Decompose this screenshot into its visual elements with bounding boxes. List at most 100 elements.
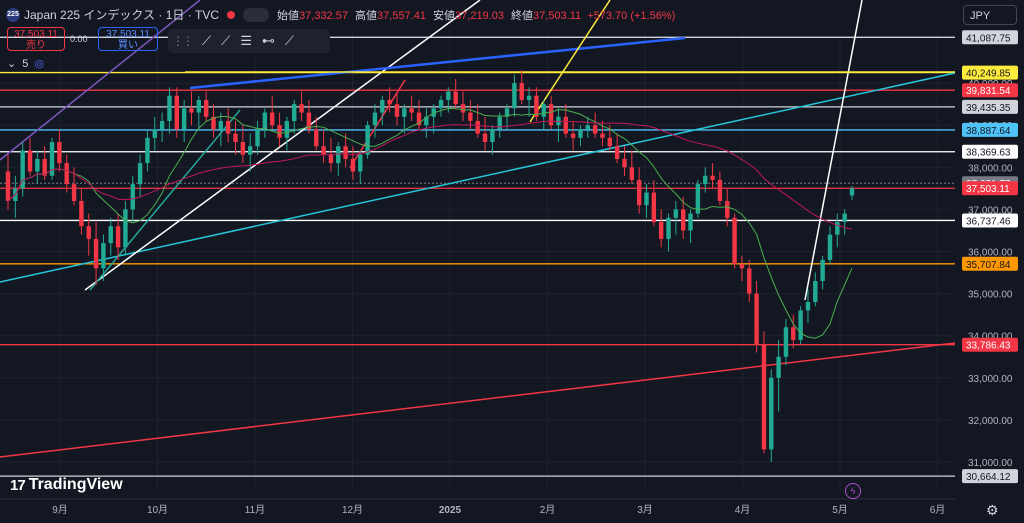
candle-body bbox=[123, 209, 128, 248]
x-tick-label: 9月 bbox=[52, 504, 68, 516]
interval-control[interactable]: ⌄ 5 ◎ bbox=[7, 57, 44, 71]
candle-body bbox=[600, 133, 605, 138]
x-tick-label: 2025 bbox=[439, 505, 462, 516]
tradingview-logo[interactable]: 17 TradingView bbox=[10, 476, 123, 494]
price-level-label: 39,435.35 bbox=[966, 103, 1011, 114]
indicator-toggle-button[interactable] bbox=[243, 7, 270, 22]
candle-body bbox=[497, 116, 502, 130]
y-tick-label: 37,000.00 bbox=[968, 205, 1013, 216]
candle-body bbox=[167, 95, 172, 121]
candle-body bbox=[636, 179, 642, 206]
x-tick-label: 12月 bbox=[342, 504, 363, 516]
open-value: 37,332.57 bbox=[299, 9, 348, 22]
candle-body bbox=[93, 238, 99, 269]
interval-value: 5 bbox=[22, 57, 29, 70]
candle-body bbox=[108, 226, 113, 244]
candle-body bbox=[328, 154, 334, 164]
price-level-tag bbox=[962, 469, 1018, 484]
market-status-icon bbox=[227, 10, 236, 19]
tradingview-mark-icon: 17 bbox=[10, 476, 26, 494]
trend-line bbox=[84, 0, 481, 291]
y-tick-label: 35,000.00 bbox=[968, 290, 1013, 301]
candle-body bbox=[372, 112, 378, 126]
price-level-tag bbox=[962, 144, 1018, 159]
candle-body bbox=[152, 129, 157, 138]
candle-body bbox=[776, 356, 781, 378]
candle-body bbox=[189, 108, 194, 113]
candle-body bbox=[622, 158, 627, 168]
price-level-tag bbox=[962, 181, 1018, 196]
sell-button[interactable]: 37,503.11 売り bbox=[7, 27, 65, 51]
candle-body bbox=[416, 112, 422, 126]
price-level-tag bbox=[962, 30, 1018, 45]
x-tick-label: 4月 bbox=[735, 504, 751, 516]
trend-line-icon[interactable]: ⟋ bbox=[202, 33, 212, 48]
trend-line bbox=[0, 342, 956, 458]
price-level-tag bbox=[962, 256, 1018, 271]
parallel-channel-icon[interactable]: ☰ bbox=[240, 33, 252, 48]
candle-body bbox=[394, 104, 400, 117]
candle-body bbox=[453, 91, 458, 105]
candle-body bbox=[438, 99, 444, 109]
y-tick-label: 34,000.00 bbox=[968, 332, 1013, 343]
candle-body bbox=[255, 129, 260, 147]
candle-body bbox=[57, 142, 62, 164]
candle-body bbox=[468, 112, 473, 121]
grip-icon[interactable]: ⋮⋮ bbox=[172, 34, 194, 48]
buy-price: 37,503.11 bbox=[106, 29, 150, 40]
price-level-tag bbox=[962, 99, 1018, 114]
candle-body bbox=[673, 209, 679, 218]
extended-line-icon[interactable]: ⟋ bbox=[284, 33, 294, 48]
candle-body bbox=[424, 116, 429, 126]
lightning-icon[interactable]: ϟ bbox=[845, 483, 861, 499]
trend-line bbox=[0, 72, 956, 283]
candle-body bbox=[578, 129, 583, 138]
candle-body bbox=[592, 125, 598, 134]
candle-body bbox=[813, 280, 818, 303]
y-tick-label: 32,000.00 bbox=[968, 416, 1013, 427]
candle-body bbox=[769, 377, 774, 450]
price-level-tag bbox=[962, 65, 1018, 80]
price-level-label: 37,503.11 bbox=[966, 184, 1010, 195]
gear-icon[interactable]: ⚙ bbox=[986, 502, 999, 518]
trend-line bbox=[89, 109, 241, 291]
candle-body bbox=[761, 344, 767, 450]
symbol-title[interactable]: Japan 225 インデックス · 1日 · TVC bbox=[24, 8, 220, 22]
candle-body bbox=[380, 99, 385, 113]
close-value: 37,503.11 bbox=[533, 9, 582, 22]
sell-label: 売り bbox=[26, 40, 46, 51]
candle-body bbox=[835, 222, 840, 235]
horizontal-ray-icon[interactable]: ⊷ bbox=[261, 33, 275, 48]
x-tick-label: 3月 bbox=[637, 504, 653, 516]
candle-body bbox=[402, 108, 407, 117]
candle-body bbox=[446, 91, 451, 100]
candle-body bbox=[299, 104, 304, 113]
candle-body bbox=[680, 209, 686, 231]
candle-body bbox=[86, 226, 91, 239]
candle-body bbox=[644, 192, 649, 206]
candle-body bbox=[277, 125, 282, 138]
candle-body bbox=[306, 112, 312, 130]
buy-button[interactable]: 37,503.11 買い bbox=[98, 27, 158, 51]
price-level-tag bbox=[962, 122, 1018, 137]
currency-selector[interactable]: JPY bbox=[963, 5, 1017, 25]
candle-body bbox=[321, 146, 326, 155]
candle-body bbox=[482, 133, 488, 143]
price-level-label: 30,664.12 bbox=[966, 472, 1011, 483]
ray-icon[interactable]: ⟋ bbox=[221, 33, 231, 48]
candle-body bbox=[725, 200, 730, 218]
candle-body bbox=[365, 125, 370, 155]
candle-body bbox=[526, 95, 532, 100]
chevron-down-icon[interactable]: ⌄ bbox=[7, 58, 17, 70]
candle-body bbox=[842, 213, 847, 223]
sell-price: 37,503.11 bbox=[14, 29, 58, 40]
candle-body bbox=[688, 213, 693, 231]
candle-body bbox=[79, 200, 84, 227]
price-level-label: 38,369.63 bbox=[966, 148, 1011, 159]
candle-body bbox=[27, 150, 33, 172]
candle-body bbox=[820, 259, 825, 281]
candle-body bbox=[651, 192, 657, 223]
sync-icon[interactable]: ◎ bbox=[34, 58, 44, 70]
candle-body bbox=[614, 146, 620, 159]
